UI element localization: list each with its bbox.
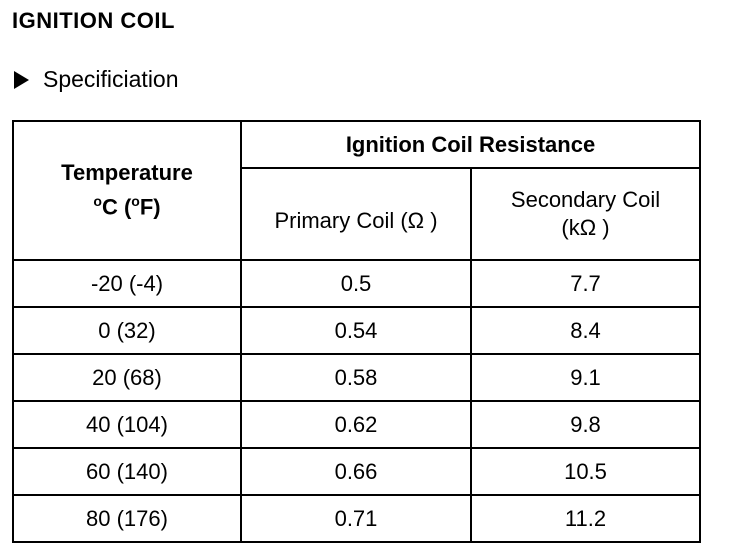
spec-label: Specificiation: [43, 66, 179, 92]
celsius-label: C (: [101, 194, 132, 220]
primary-coil-header: Primary Coil (Ω ): [240, 167, 472, 261]
spec-heading: Specificiation: [14, 66, 179, 93]
temperature-cell: -20 (-4): [12, 259, 242, 308]
table-row: 20 (68) 0.58 9.1: [12, 353, 701, 402]
temperature-header: Temperature oC (oF): [12, 120, 242, 261]
primary-cell: 0.66: [240, 447, 472, 496]
table-row: 40 (104) 0.62 9.8: [12, 400, 701, 449]
primary-cell: 0.62: [240, 400, 472, 449]
degree-mark-c: o: [93, 193, 102, 210]
secondary-coil-title: Secondary Coil: [510, 187, 661, 212]
secondary-cell: 11.2: [470, 494, 701, 543]
secondary-cell: 10.5: [470, 447, 701, 496]
fahrenheit-label: F): [139, 194, 161, 220]
primary-cell: 0.58: [240, 353, 472, 402]
degree-mark-f: o: [131, 193, 140, 210]
secondary-cell: 9.8: [470, 400, 701, 449]
temperature-cell: 80 (176): [12, 494, 242, 543]
primary-cell: 0.71: [240, 494, 472, 543]
table-row: -20 (-4) 0.5 7.7: [12, 259, 701, 308]
resistance-table: Temperature oC (oF) Ignition Coil Resist…: [12, 120, 701, 543]
secondary-cell: 9.1: [470, 353, 701, 402]
primary-cell: 0.54: [240, 306, 472, 355]
page-title: IGNITION COIL: [12, 8, 175, 33]
temperature-header-title: Temperature: [61, 160, 193, 186]
secondary-cell: 7.7: [470, 259, 701, 308]
play-arrow-icon: [14, 70, 29, 89]
temperature-cell: 60 (140): [12, 447, 242, 496]
secondary-cell: 8.4: [470, 306, 701, 355]
temperature-cell: 0 (32): [12, 306, 242, 355]
resistance-group-header: Ignition Coil Resistance: [240, 120, 701, 169]
table-row: 60 (140) 0.66 10.5: [12, 447, 701, 496]
primary-cell: 0.5: [240, 259, 472, 308]
secondary-coil-header: Secondary Coil (kΩ ): [470, 167, 701, 261]
table-row: 0 (32) 0.54 8.4: [12, 306, 701, 355]
secondary-coil-unit: (kΩ ): [561, 215, 610, 240]
temperature-cell: 20 (68): [12, 353, 242, 402]
table-row: 80 (176) 0.71 11.2: [12, 494, 701, 543]
temperature-cell: 40 (104): [12, 400, 242, 449]
